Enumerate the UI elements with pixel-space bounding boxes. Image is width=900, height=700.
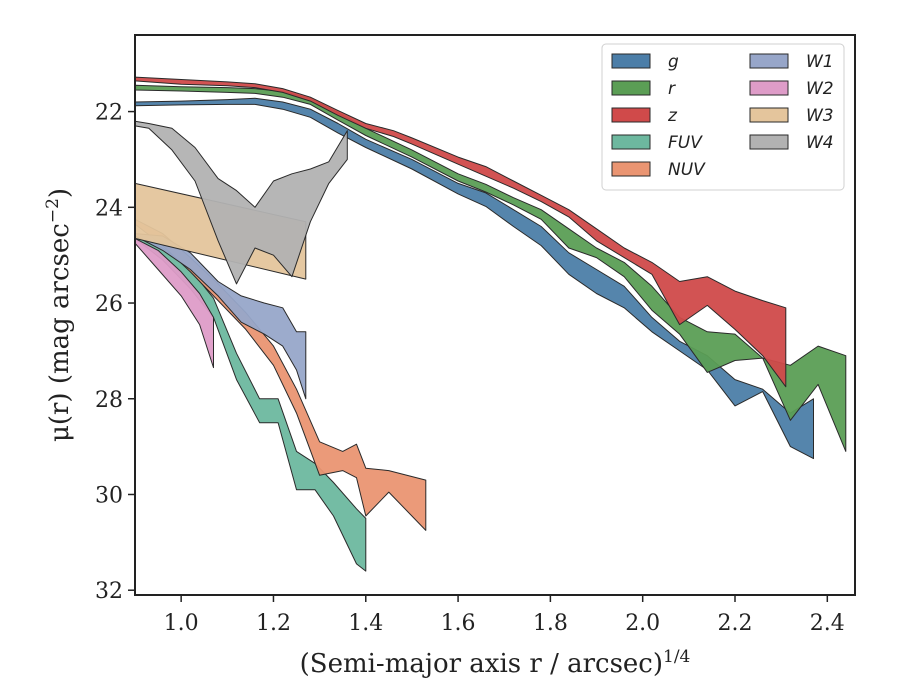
band-z [134, 76, 787, 388]
legend-label-nuv: NUV [668, 160, 706, 180]
legend-swatch-w1 [749, 53, 789, 69]
band-w2 [134, 237, 214, 369]
x-tick-label: 1.6 [441, 611, 476, 636]
legend-label-g: g [668, 52, 679, 72]
band-r [134, 84, 847, 452]
y-axis-ticks: 22 24 26 28 30 32 [95, 101, 135, 604]
legend-label-w3: W3 [806, 106, 834, 126]
legend-label-z: z [667, 106, 678, 126]
x-axis-label: (Semi-major axis r / arcsec)1/4 [300, 647, 691, 679]
x-tick-label: 1.8 [533, 611, 568, 636]
legend-swatch-w3 [749, 107, 789, 123]
bands-layer [134, 76, 847, 572]
y-tick-label: 22 [95, 101, 123, 126]
legend-swatch-w4 [749, 134, 789, 150]
legend-label-w2: W2 [806, 79, 834, 99]
band-g [134, 97, 814, 460]
x-tick-label: 1.4 [348, 611, 383, 636]
x-tick-label: 1.2 [256, 611, 291, 636]
band-fuv [134, 233, 367, 572]
x-axis-ticks: 1.0 1.2 1.4 1.6 1.8 2.0 2.2 2.4 [164, 595, 845, 636]
legend-label-r: r [668, 79, 676, 99]
x-tick-label: 1.0 [164, 611, 199, 636]
band-w4 [134, 120, 348, 285]
legend-swatch-fuv [611, 134, 651, 150]
legend-swatch-z [611, 107, 651, 123]
band-w1 [134, 233, 307, 400]
plot-frame [134, 34, 856, 596]
legend-swatch-nuv [611, 161, 651, 177]
x-tick-label: 2.4 [810, 611, 845, 636]
legend: grz FUV NUV W1 W2 W3 W4 [601, 43, 845, 191]
x-tick-label: 2.0 [625, 611, 660, 636]
y-tick-label: 30 [95, 483, 123, 508]
y-tick-label: 24 [95, 196, 123, 221]
legend-label-w1: W1 [806, 52, 834, 72]
y-tick-label: 28 [95, 388, 123, 413]
y-axis-label: μ(r) (mag arcsec−2) [43, 188, 75, 442]
y-tick-label: 26 [95, 292, 123, 317]
legend-swatch-w2 [749, 80, 789, 96]
legend-label-w4: W4 [806, 133, 834, 153]
legend-label-fuv: FUV [668, 133, 703, 153]
legend-swatch-g [611, 53, 651, 69]
legend-swatch-r [611, 80, 651, 96]
y-tick-label: 32 [95, 579, 123, 604]
x-tick-label: 2.2 [718, 611, 753, 636]
